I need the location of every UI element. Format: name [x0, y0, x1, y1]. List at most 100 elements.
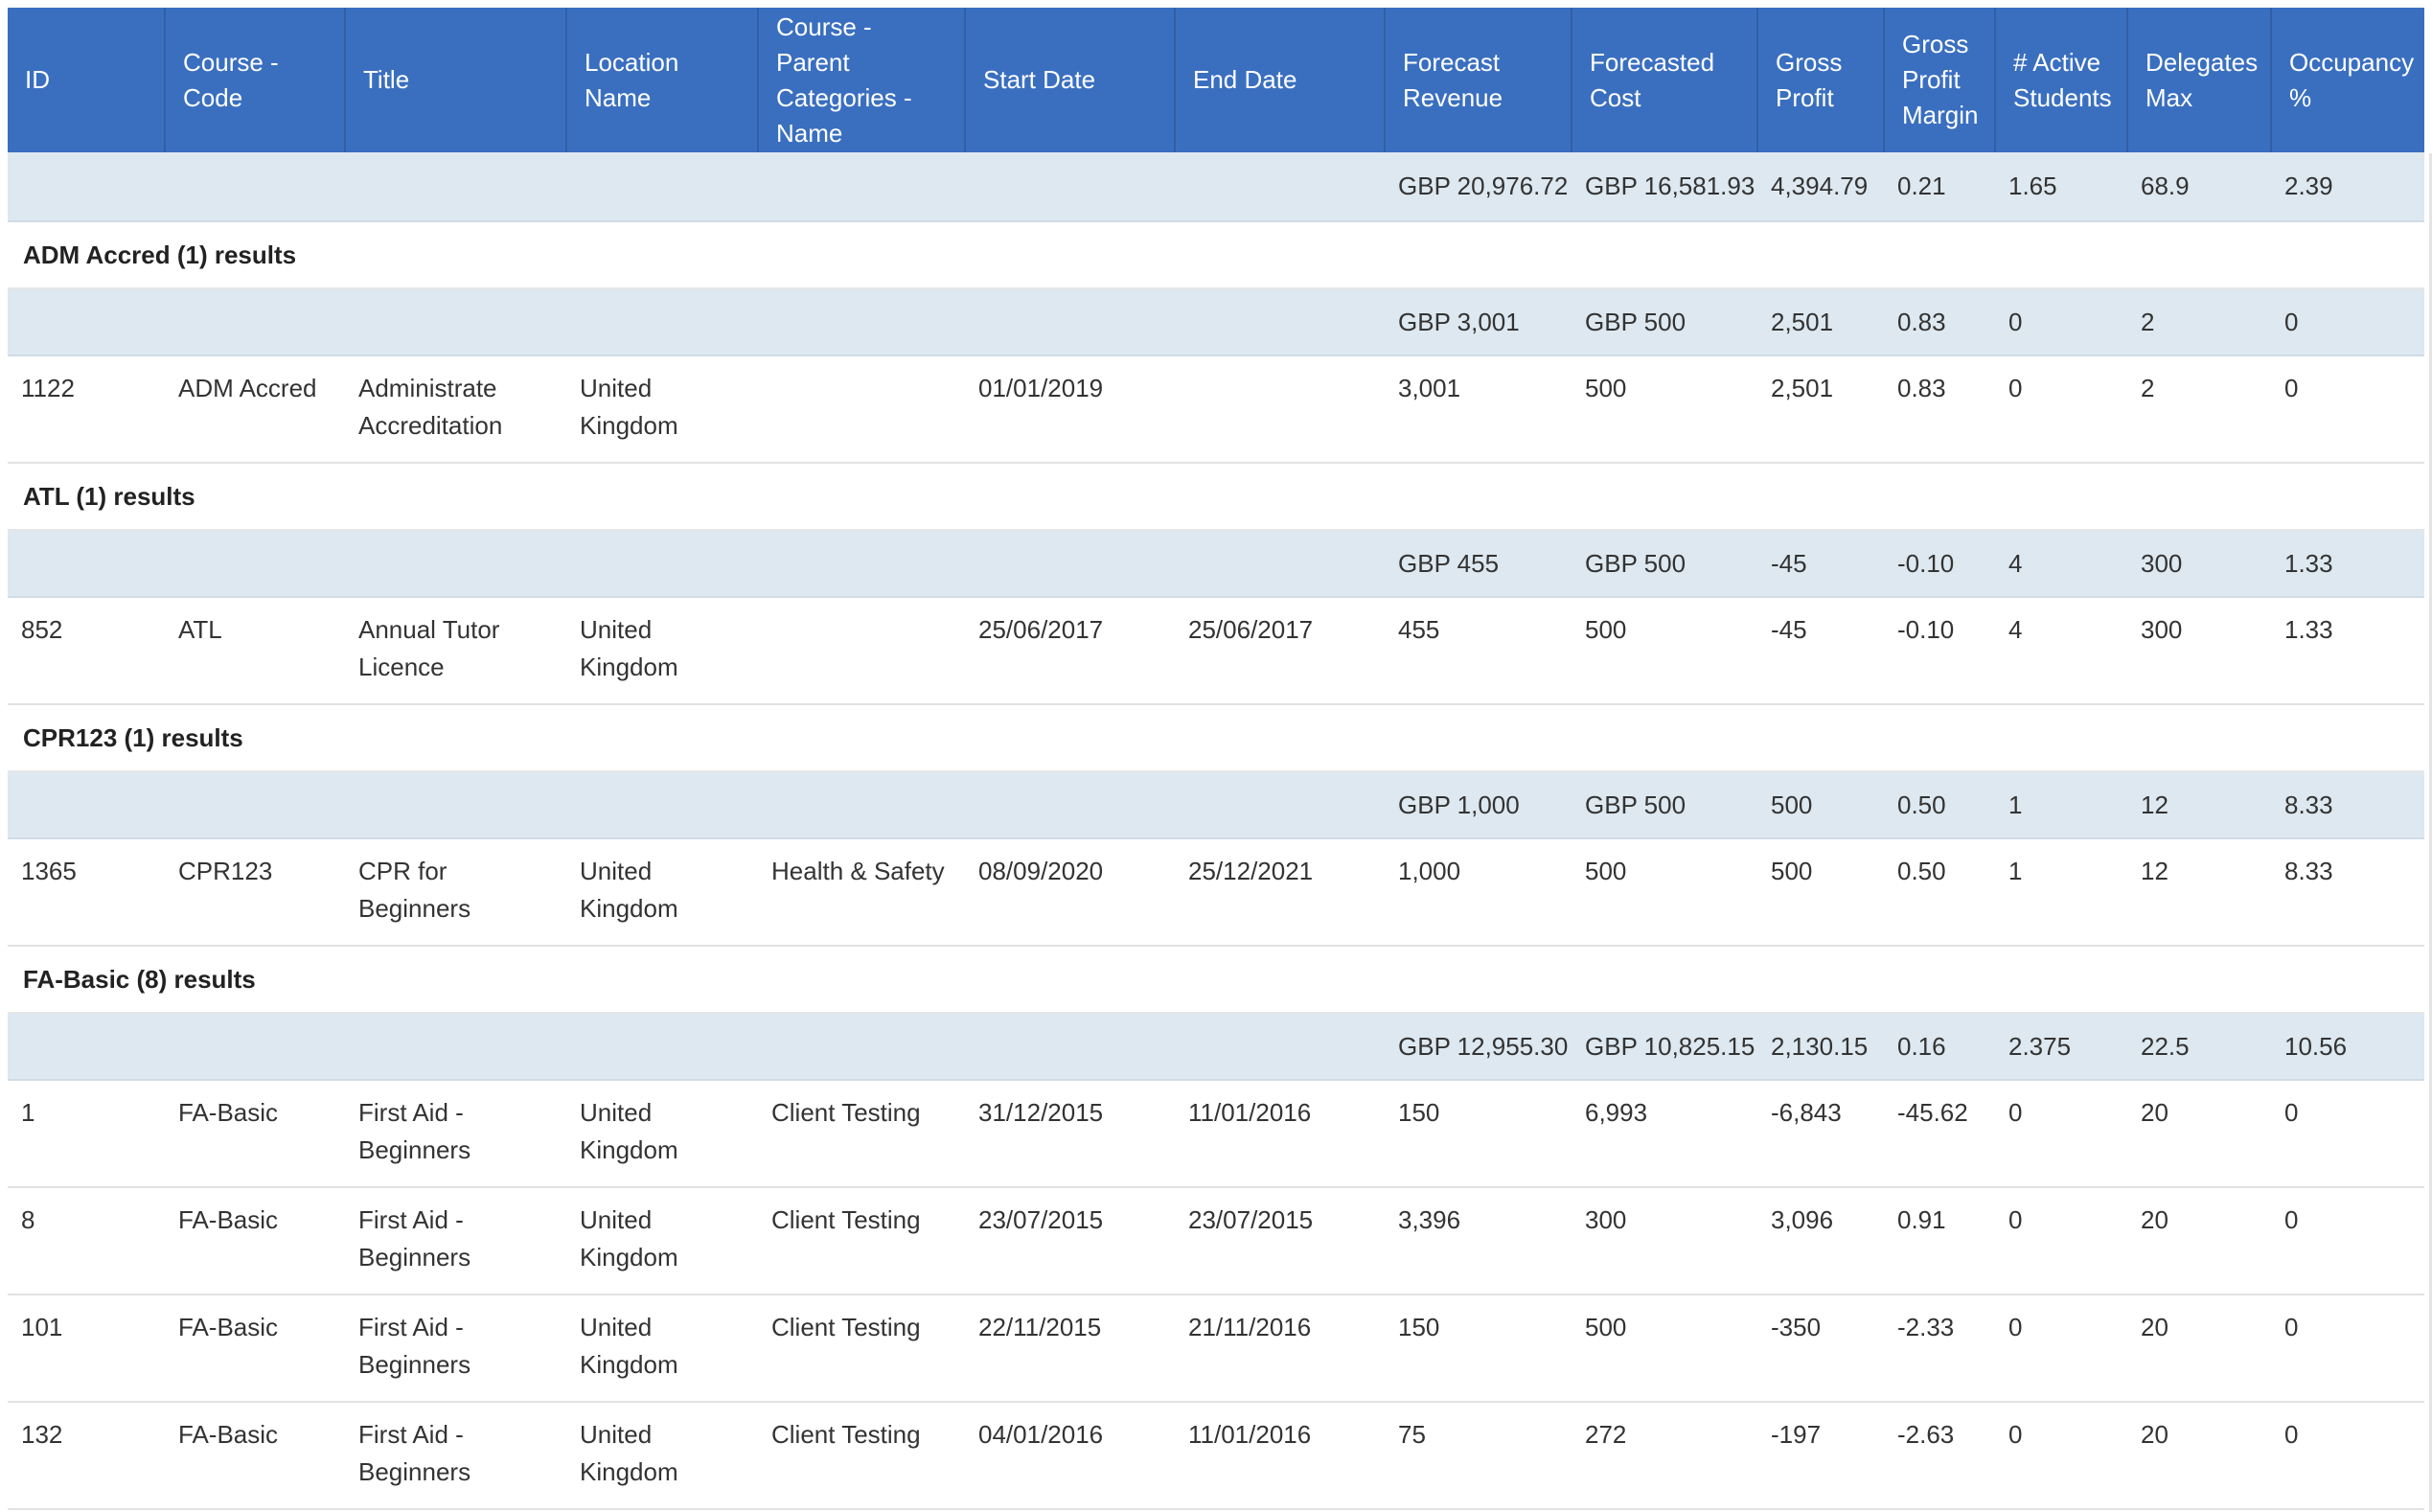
cell-delegates-max: 12: [2127, 838, 2271, 947]
cell-start-date: [965, 152, 1175, 222]
cell-gross-profit-margin: 0.91: [1884, 1187, 1995, 1295]
cell-id: [8, 530, 165, 598]
cell-end-date: [1175, 152, 1385, 222]
cell-start-date: 01/01/2019: [965, 355, 1175, 464]
cell-forecasted-cost: GBP 500: [1572, 288, 1757, 356]
cell-location-name: [566, 288, 758, 356]
cell-gross-profit-margin: -0.10: [1884, 597, 1995, 705]
cell-delegates-max: 2: [2127, 355, 2271, 464]
column-header-forecast-revenue[interactable]: Forecast Revenue: [1385, 8, 1572, 152]
cell-location-name: United Kingdom: [566, 1187, 758, 1295]
cell-title: [345, 530, 566, 598]
cell-delegates-max: 300: [2127, 597, 2271, 705]
column-header-parent-category[interactable]: Course - Parent Categories - Name: [758, 8, 966, 152]
cell-gross-profit-margin: 0.83: [1884, 288, 1995, 356]
column-header-gross-profit[interactable]: Gross Profit: [1757, 8, 1885, 152]
column-header-gross-profit-margin[interactable]: Gross Profit Margin: [1884, 8, 1996, 152]
cell-id: 1365: [8, 838, 165, 947]
cell-forecasted-cost: 500: [1572, 1294, 1757, 1403]
group-header-row[interactable]: ADM Accred (1) results: [8, 221, 2424, 289]
cell-delegates-max: 300: [2127, 530, 2271, 598]
cell-end-date: [1175, 288, 1385, 356]
column-header-title[interactable]: Title: [345, 8, 567, 152]
column-header-end-date[interactable]: End Date: [1175, 8, 1386, 152]
table-row[interactable]: 132 FA-Basic First Aid - Beginners United K…: [8, 1402, 2424, 1510]
cell-parent-category: [758, 771, 965, 839]
column-header-active-students[interactable]: # Active Students: [1995, 8, 2128, 152]
column-header-occupancy[interactable]: Occupancy %: [2271, 8, 2424, 152]
cell-gross-profit-margin: 0.50: [1884, 838, 1995, 947]
cell-forecast-revenue: GBP 3,001: [1385, 288, 1572, 356]
cell-active-students: 0: [1995, 1402, 2127, 1510]
cell-location-name: United Kingdom: [566, 1080, 758, 1188]
cell-delegates-max: 20: [2127, 1294, 2271, 1403]
cell-course-code: [165, 288, 345, 356]
cell-end-date: 25/12/2021: [1175, 838, 1385, 947]
column-header-forecasted-cost[interactable]: Forecasted Cost: [1572, 8, 1758, 152]
group-header-row[interactable]: FA-Basic (8) results: [8, 946, 2424, 1014]
cell-active-students: 0: [1995, 355, 2127, 464]
cell-gross-profit: 2,501: [1757, 355, 1884, 464]
cell-gross-profit-margin: 0.50: [1884, 771, 1995, 839]
cell-forecasted-cost: GBP 500: [1572, 771, 1757, 839]
cell-forecasted-cost: GBP 10,825.15: [1572, 1013, 1757, 1081]
column-header-start-date[interactable]: Start Date: [965, 8, 1176, 152]
cell-gross-profit-margin: 0.16: [1884, 1013, 1995, 1081]
group-summary-row: GBP 455 GBP 500 -45 -0.10 4 300 1.33: [8, 530, 2424, 598]
cell-parent-category: Client Testing: [758, 1187, 965, 1295]
cell-active-students: 2.375: [1995, 1013, 2127, 1081]
cell-occupancy: 1.33: [2271, 597, 2424, 705]
cell-id: 1122: [8, 355, 165, 464]
column-header-location-name[interactable]: Location Name: [566, 8, 759, 152]
cell-occupancy: 2.39: [2271, 152, 2424, 222]
cell-end-date: 25/06/2017: [1175, 597, 1385, 705]
cell-parent-category: [758, 152, 965, 222]
cell-gross-profit: 500: [1757, 771, 1884, 839]
cell-start-date: 31/12/2015: [965, 1080, 1175, 1188]
cell-occupancy: 1.33: [2271, 530, 2424, 598]
group-header-row[interactable]: CPR123 (1) results: [8, 704, 2424, 772]
cell-gross-profit: 4,394.79: [1757, 152, 1884, 222]
cell-occupancy: 0: [2271, 1294, 2424, 1403]
column-header-course-code[interactable]: Course - Code: [165, 8, 346, 152]
cell-location-name: United Kingdom: [566, 355, 758, 464]
table-row[interactable]: 8 FA-Basic First Aid - Beginners United Kin…: [8, 1187, 2424, 1295]
cell-forecast-revenue: GBP 12,955.30: [1385, 1013, 1572, 1081]
cell-gross-profit: 500: [1757, 838, 1884, 947]
scrollbar-track[interactable]: [2429, 153, 2432, 1512]
cell-occupancy: 8.33: [2271, 771, 2424, 839]
cell-active-students: 4: [1995, 597, 2127, 705]
table-row[interactable]: 1122 ADM Accred Administrate Accreditation…: [8, 355, 2424, 464]
cell-start-date: [965, 288, 1175, 356]
cell-title: First Aid - Beginners: [345, 1080, 566, 1188]
column-header-id[interactable]: ID: [8, 8, 166, 152]
table-row[interactable]: 1 FA-Basic First Aid - Beginners United Kin…: [8, 1080, 2424, 1188]
cell-active-students: 0: [1995, 1080, 2127, 1188]
group-summary-row: GBP 12,955.30 GBP 10,825.15 2,130.15 0.16 2.…: [8, 1013, 2424, 1081]
report-table-container: ID Course - Code Title Location Name Course …: [8, 8, 2424, 1510]
cell-end-date: 11/01/2016: [1175, 1402, 1385, 1510]
cell-forecasted-cost: GBP 500: [1572, 530, 1757, 598]
cell-occupancy: 8.33: [2271, 838, 2424, 947]
table-row[interactable]: 101 FA-Basic First Aid - Beginners United K…: [8, 1294, 2424, 1403]
cell-delegates-max: 12: [2127, 771, 2271, 839]
cell-end-date: [1175, 771, 1385, 839]
cell-gross-profit-margin: -2.63: [1884, 1402, 1995, 1510]
table-header-row: ID Course - Code Title Location Name Course …: [8, 8, 2424, 152]
cell-parent-category: Client Testing: [758, 1294, 965, 1403]
cell-course-code: [165, 530, 345, 598]
cell-gross-profit: -6,843: [1757, 1080, 1884, 1188]
cell-title: [345, 288, 566, 356]
group-header-row[interactable]: ATL (1) results: [8, 463, 2424, 531]
cell-parent-category: Client Testing: [758, 1080, 965, 1188]
cell-occupancy: 0: [2271, 1402, 2424, 1510]
table-row[interactable]: 852 ATL Annual Tutor Licence United Kingdom…: [8, 597, 2424, 705]
cell-forecasted-cost: 272: [1572, 1402, 1757, 1510]
cell-forecast-revenue: 150: [1385, 1294, 1572, 1403]
cell-parent-category: Health & Safety: [758, 838, 965, 947]
cell-forecast-revenue: GBP 20,976.72: [1385, 152, 1572, 222]
cell-parent-category: [758, 1013, 965, 1081]
column-header-delegates-max[interactable]: Delegates Max: [2127, 8, 2272, 152]
table-row[interactable]: 1365 CPR123 CPR for Beginners United Kingdo…: [8, 838, 2424, 947]
group-summary-row: GBP 1,000 GBP 500 500 0.50 1 12 8.33: [8, 771, 2424, 839]
